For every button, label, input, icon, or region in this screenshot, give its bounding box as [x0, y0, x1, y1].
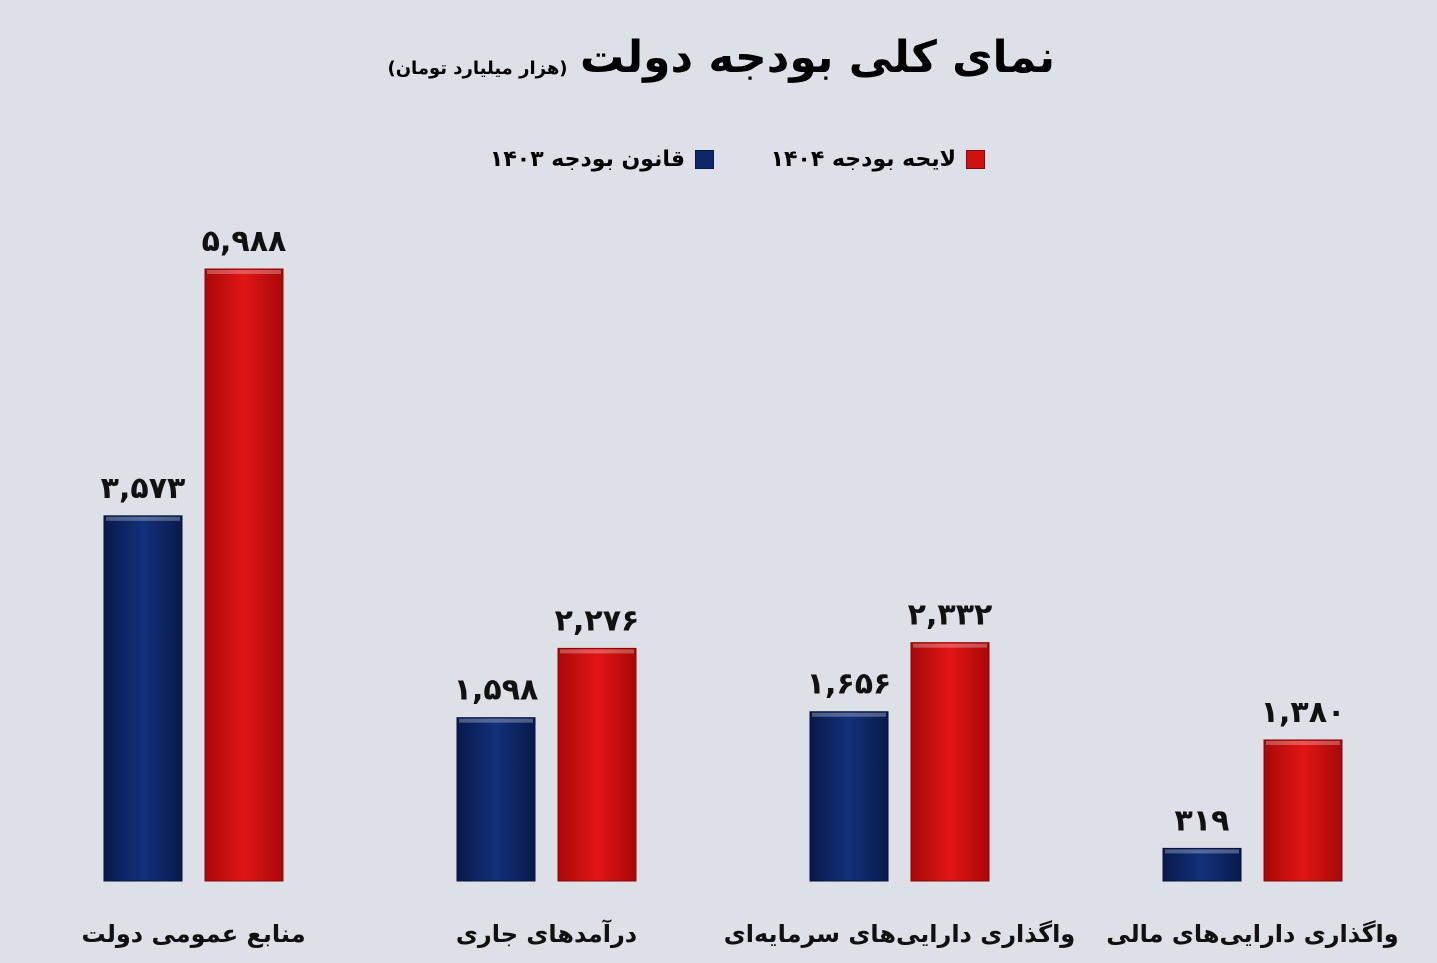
- chart-subtitle: (هزار میلیارد تومان): [387, 58, 568, 79]
- bar-1403-3: [809, 711, 889, 882]
- bar-bevel-1404-2: [560, 649, 634, 654]
- data-label-1404-4: ۱,۳۸۰: [1261, 695, 1346, 730]
- bar-1403-2: [456, 717, 536, 882]
- legend-label-1404: لایحه بودجه ۱۴۰۴: [770, 146, 956, 172]
- category-label-1: منابع عمومی دولت: [81, 920, 305, 948]
- bar-1403-1: [103, 515, 183, 882]
- bar-1404-3: [910, 642, 990, 882]
- bar-bevel-1404-1: [207, 270, 281, 274]
- legend-item-1403: قانون بودجه ۱۴۰۳: [474, 142, 714, 176]
- bar-bevel-1403-4: [1165, 849, 1239, 854]
- chart-title: نمای کلی بودجه دولت: [580, 32, 1055, 83]
- bar-1404-1: [204, 268, 284, 882]
- data-label-1403-3: ۱,۶۵۶: [807, 667, 892, 702]
- bar-bevel-1403-3: [812, 712, 886, 717]
- bar-1404-2: [557, 647, 637, 882]
- bar-1404-4: [1263, 739, 1343, 882]
- legend-label-1403: قانون بودجه ۱۴۰۳: [489, 146, 685, 172]
- bar-1403-4: [1162, 847, 1242, 882]
- legend-swatch-1404: [966, 149, 985, 169]
- data-label-1404-2: ۲,۲۷۶: [555, 603, 640, 638]
- category-label-2: درآمدهای جاری: [456, 919, 637, 948]
- data-label-1403-1: ۳,۵۷۳: [101, 471, 186, 506]
- data-label-1404-3: ۲,۳۳۲: [908, 598, 993, 633]
- category-label-4: واگذاری دارایی‌های مالی: [1106, 920, 1398, 948]
- legend-item-1404: لایحه بودجه ۱۴۰۴: [745, 142, 985, 176]
- bar-bevel-1404-3: [913, 643, 987, 648]
- data-label-1404-1: ۵,۹۸۸: [202, 224, 287, 259]
- legend-swatch-1403: [695, 149, 714, 169]
- category-label-3: واگذاری دارایی‌های سرمایه‌ای: [724, 920, 1075, 948]
- bar-bevel-1403-1: [106, 516, 180, 521]
- bar-bevel-1404-4: [1266, 740, 1340, 745]
- data-label-1403-4: ۳۱۹: [1175, 803, 1230, 838]
- data-label-1403-2: ۱,۵۹۸: [454, 673, 539, 708]
- bar-bevel-1403-2: [459, 718, 533, 723]
